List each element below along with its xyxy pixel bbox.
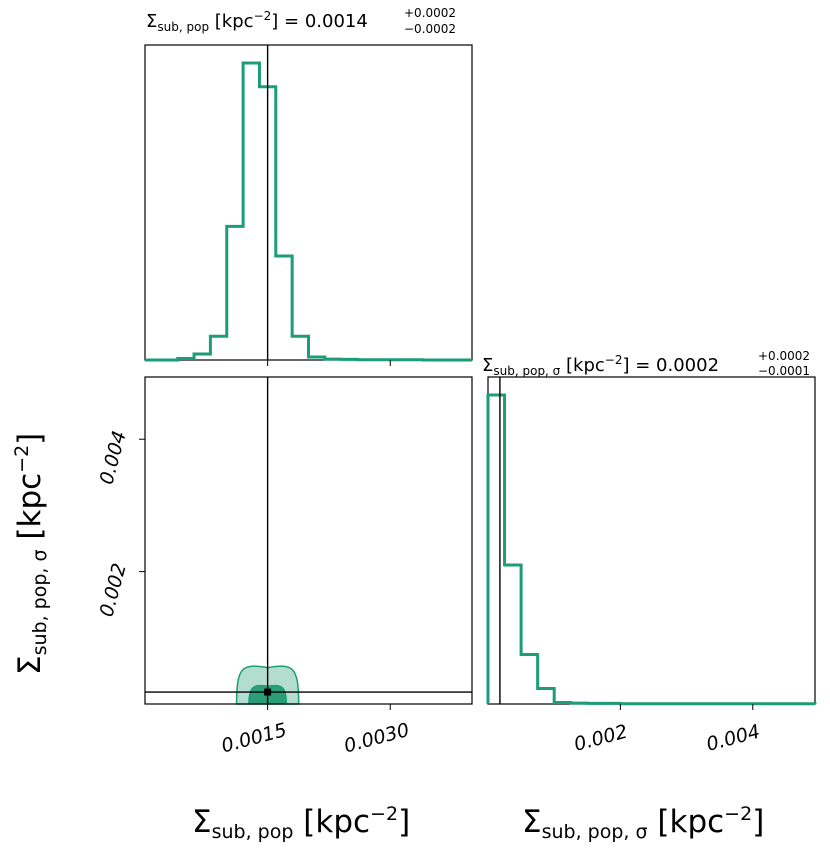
joint-frame [144, 376, 473, 705]
marginal-x-frame [144, 44, 473, 361]
label-symbol: Σ [12, 655, 48, 675]
marginal-x-panel: Σsub, pop [kpc−2] = 0.0014 +0.0002 −0.00… [144, 6, 473, 366]
marginal-x-title-minus: −0.0002 [404, 22, 456, 36]
y-tick-label: 0.004 [96, 429, 131, 487]
label-exp: −2 [11, 445, 33, 473]
x-axis-label-left: Σsub, pop [kpc−2] [192, 803, 410, 843]
title-exp: −2 [254, 9, 272, 23]
label-unit: [kpc [12, 473, 48, 550]
y-axis-label: Σsub, pop, σ [kpc−2] [11, 433, 51, 675]
marginal-y-title-minus: −0.0001 [758, 364, 810, 378]
label-close: ] [752, 804, 764, 840]
histogram-step-line [486, 393, 817, 706]
label-unit: [kpc [293, 804, 370, 840]
title-symbol: Σ [482, 355, 493, 376]
joint-panel: 0.0015 0.0030 0.002 0.004 [96, 376, 473, 757]
joint-x-ticks: 0.0015 0.0030 [219, 704, 412, 757]
joint-median-marker [264, 688, 272, 696]
marginal-y-title-plus: +0.0002 [758, 349, 810, 363]
label-symbol: Σ [192, 804, 212, 840]
marginal-y-ticks: 0.002 0.004 [572, 704, 762, 756]
title-symbol: Σ [146, 11, 157, 32]
label-sub: sub, pop, σ [542, 821, 648, 843]
marginal-y-histogram [486, 393, 817, 706]
title-unit: [kpc [560, 355, 605, 376]
x-tick-label: 0.0030 [342, 719, 412, 757]
label-exp: −2 [724, 803, 752, 825]
label-close: ] [398, 804, 410, 840]
title-value: ] = 0.0014 [271, 11, 368, 32]
marginal-y-panel: 0.002 0.004 Σsub, pop, σ [kpc−2] = 0.0002… [482, 349, 817, 756]
label-symbol: Σ [522, 804, 542, 840]
title-sub: sub, pop, σ [493, 364, 560, 378]
joint-y-ticks: 0.002 0.004 [96, 429, 145, 619]
marginal-x-title: Σsub, pop [kpc−2] = 0.0014 [146, 9, 368, 34]
x-tick-label: 0.004 [704, 721, 762, 756]
title-value: ] = 0.0002 [623, 355, 720, 376]
label-sub: sub, pop, σ [29, 549, 51, 655]
label-sub: sub, pop [212, 821, 294, 843]
x-tick-label: 0.002 [572, 721, 630, 756]
marginal-x-ticks [267, 360, 391, 366]
y-tick-label: 0.002 [96, 561, 131, 619]
marginal-x-histogram [145, 61, 472, 362]
label-exp: −2 [370, 803, 398, 825]
histogram-step-line [145, 61, 472, 362]
label-close: ] [12, 433, 48, 445]
label-unit: [kpc [648, 804, 725, 840]
x-axis-label-right: Σsub, pop, σ [kpc−2] [522, 803, 764, 843]
x-tick-label: 0.0015 [219, 719, 289, 757]
marginal-y-title: Σsub, pop, σ [kpc−2] = 0.0002 [482, 353, 719, 378]
title-unit: [kpc [209, 11, 254, 32]
title-exp: −2 [605, 353, 623, 367]
title-sub: sub, pop [157, 20, 209, 34]
marginal-x-title-plus: +0.0002 [404, 6, 456, 20]
